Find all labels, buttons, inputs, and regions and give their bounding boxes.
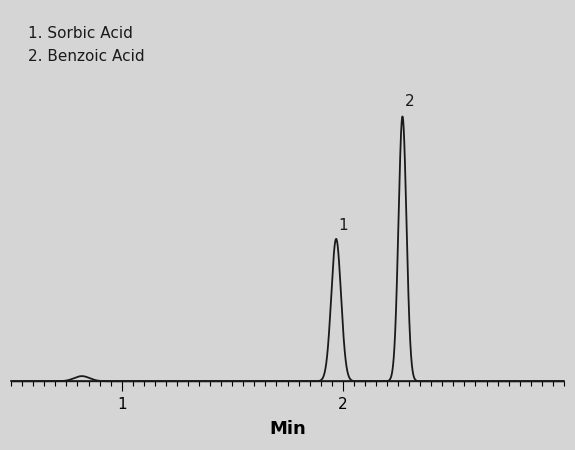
- Text: 1: 1: [339, 218, 348, 233]
- X-axis label: Min: Min: [269, 420, 306, 438]
- Text: 2: 2: [405, 94, 415, 109]
- Text: 1. Sorbic Acid
2. Benzoic Acid: 1. Sorbic Acid 2. Benzoic Acid: [28, 27, 144, 63]
